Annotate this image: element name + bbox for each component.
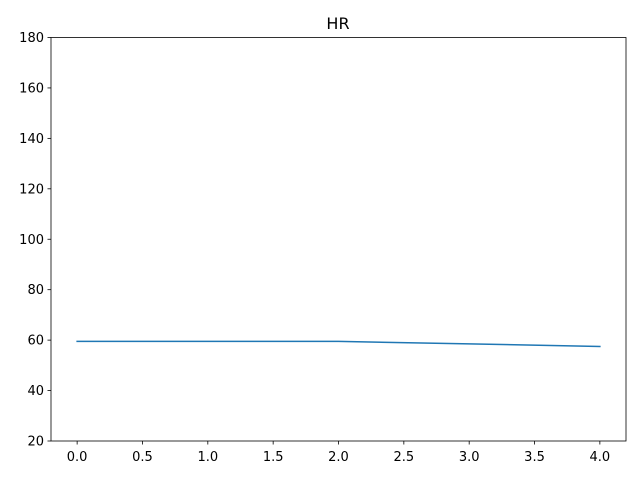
y-tick-label: 60 — [27, 334, 44, 349]
x-tick-label: 1.0 — [197, 450, 218, 465]
y-tick-label: 120 — [19, 182, 44, 197]
y-tick-label: 160 — [19, 81, 44, 96]
x-tick-label: 2.0 — [328, 450, 349, 465]
y-tick-label: 20 — [27, 435, 44, 450]
x-tick-label: 4.0 — [590, 450, 611, 465]
y-tick-label: 100 — [19, 233, 44, 248]
series-line-hr — [76, 340, 601, 348]
y-tick-label: 180 — [19, 31, 44, 46]
y-tick-label: 80 — [27, 283, 44, 298]
y-tick-label: 40 — [27, 384, 44, 399]
x-tick-label: 0.5 — [132, 450, 153, 465]
x-axis: 0.0 0.5 1.0 1.5 2.0 2.5 3.0 3.5 4.0 — [67, 441, 610, 465]
plot-area — [76, 340, 601, 348]
x-tick-label: 2.5 — [393, 450, 414, 465]
chart-title: HR — [326, 14, 349, 33]
x-tick-label: 1.5 — [263, 450, 284, 465]
x-tick-label: 3.5 — [524, 450, 545, 465]
axes-frame — [50, 37, 627, 442]
y-tick-label: 140 — [19, 132, 44, 147]
x-tick-label: 0.0 — [67, 450, 88, 465]
x-tick-label: 3.0 — [459, 450, 480, 465]
y-axis: 20 40 60 80 100 120 140 160 180 — [19, 31, 51, 450]
